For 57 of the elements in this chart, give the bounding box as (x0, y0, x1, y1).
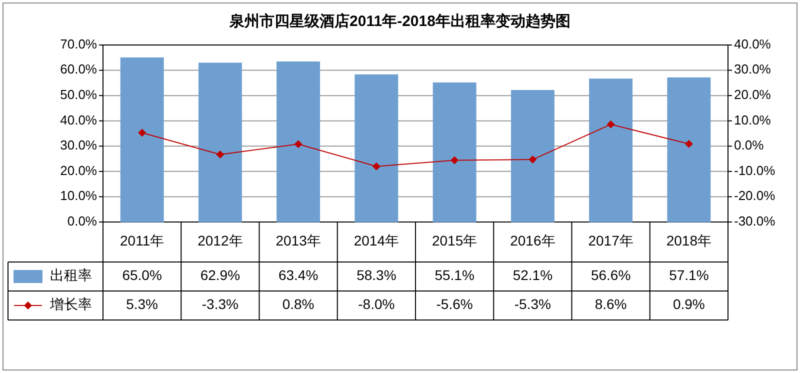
data-label: 0.8% (282, 296, 314, 312)
y2-tick-label: -30.0% (734, 213, 776, 228)
data-label: 8.6% (594, 296, 627, 312)
data-label: -5.3% (514, 296, 551, 312)
y-tick-label: 60.0% (60, 62, 98, 77)
point (138, 128, 146, 137)
data-label: 63.4% (278, 267, 318, 284)
point (684, 140, 693, 148)
y2-tick-label: 10.0% (734, 112, 772, 128)
y-tick-label: 70.0% (60, 36, 98, 52)
data-label: -5.6% (436, 296, 473, 312)
y-tick-label: 10.0% (60, 188, 98, 204)
y-tick-label: 0.0% (67, 213, 98, 228)
data-label: 58.3% (356, 267, 396, 284)
point (450, 156, 459, 164)
point (216, 150, 224, 158)
y-tick-label: 30.0% (60, 138, 98, 153)
y-tick-label: 40.0% (60, 112, 98, 128)
data-label: 62.9% (200, 267, 240, 284)
x-tick-label: 2014年 (354, 232, 400, 249)
y2-tick-label: -20.0% (734, 188, 776, 204)
data-label: 57.1% (669, 267, 709, 284)
x-tick-label: 2015年 (432, 232, 478, 249)
x-tick-label: 2012年 (198, 232, 243, 249)
x-tick-label: 2011年 (120, 232, 164, 249)
y2-tick-label: 0.0% (734, 138, 764, 153)
bar (120, 57, 164, 222)
y2-tick-label: -10.0% (734, 162, 776, 178)
y2-tick-label: 20.0% (734, 87, 772, 102)
x-tick-label: 2017年 (588, 232, 634, 249)
bar (198, 62, 242, 222)
x-tick-label: 2013年 (276, 232, 321, 249)
x-tick-label: 2018年 (666, 232, 712, 249)
title: 泉州市四星级酒店2011年-2018年出租率变动趋势图 (230, 12, 570, 30)
y2-tick-label: 40.0% (734, 36, 772, 52)
data-label: 65.0% (122, 267, 162, 284)
point (606, 120, 615, 128)
x-tick-label: 2016年 (510, 232, 556, 249)
y-tick-label: 20.0% (60, 162, 98, 178)
point (528, 156, 537, 164)
data-label: -3.3% (202, 296, 238, 312)
bar (510, 90, 554, 222)
point (372, 162, 380, 170)
bar (354, 74, 398, 222)
bar (432, 82, 476, 222)
y2-tick-label: 30.0% (734, 62, 772, 77)
data-label: 52.1% (512, 267, 553, 284)
y-tick-label: 50.0% (60, 87, 98, 102)
data-label: 5.3% (126, 296, 158, 312)
bar (276, 61, 320, 222)
data-label: -8.0% (358, 296, 395, 312)
data-label: 56.6% (590, 267, 631, 284)
data-label: 55.1% (434, 267, 474, 284)
point (294, 140, 302, 148)
bar (667, 77, 711, 222)
data-label: 0.9% (672, 296, 705, 312)
bar (589, 78, 633, 222)
